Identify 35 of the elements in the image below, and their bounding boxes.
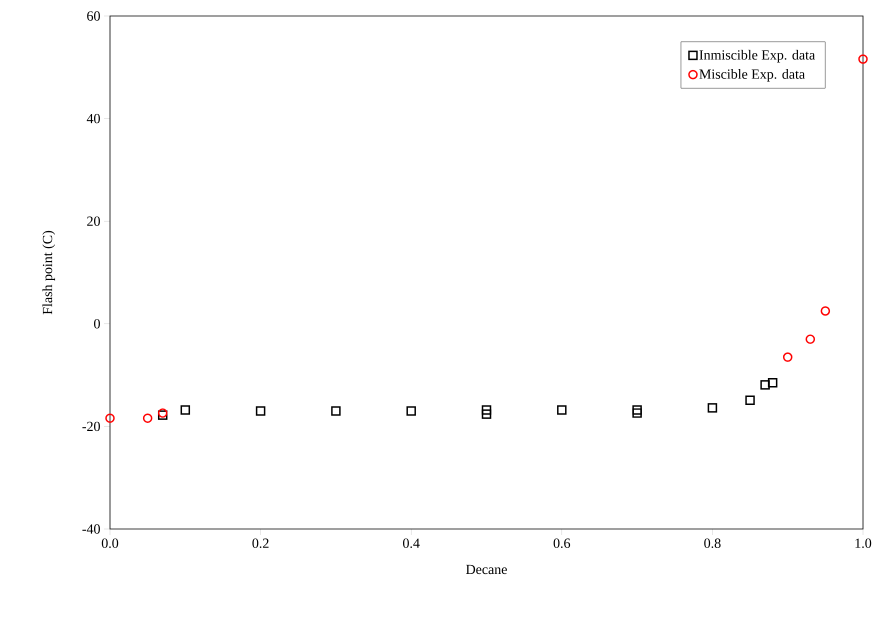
y-tick-label: 60 [87, 11, 100, 21]
y-tick-label: 20 [87, 216, 100, 226]
point [745, 395, 755, 405]
point [760, 380, 770, 390]
y-tick-label: 0 [94, 319, 100, 329]
y-tick-label: 40 [86, 114, 100, 124]
point [632, 408, 642, 418]
x-tick-label: 1.0 [856, 538, 872, 548]
x-tick-label: 0.8 [704, 538, 721, 548]
legend-label: Inmiscible Exp. data [699, 50, 815, 62]
point [256, 406, 266, 416]
point [482, 405, 492, 415]
y-tick-label: -20 [82, 422, 100, 432]
point [105, 413, 115, 423]
point [331, 406, 341, 416]
legend-label: Miscible Exp. data [699, 68, 805, 82]
x-tick-label: 0.2 [252, 538, 269, 548]
point [142, 413, 152, 423]
point [180, 405, 190, 415]
point [806, 334, 816, 344]
point [820, 306, 830, 316]
point [768, 378, 778, 388]
point [632, 405, 642, 415]
point [557, 405, 567, 415]
y-axis-title: Flash point (C) [42, 230, 56, 314]
x-axis-title: Decane [466, 564, 507, 574]
x-tick-label: 0.0 [102, 538, 118, 548]
point [482, 409, 492, 419]
y-tick-label: -40 [82, 524, 100, 534]
x-tick-label: 0.6 [554, 538, 570, 548]
x-tick-label: 0.4 [403, 538, 420, 548]
point [406, 406, 416, 416]
point [782, 352, 792, 362]
point [708, 403, 718, 413]
point [858, 54, 868, 64]
